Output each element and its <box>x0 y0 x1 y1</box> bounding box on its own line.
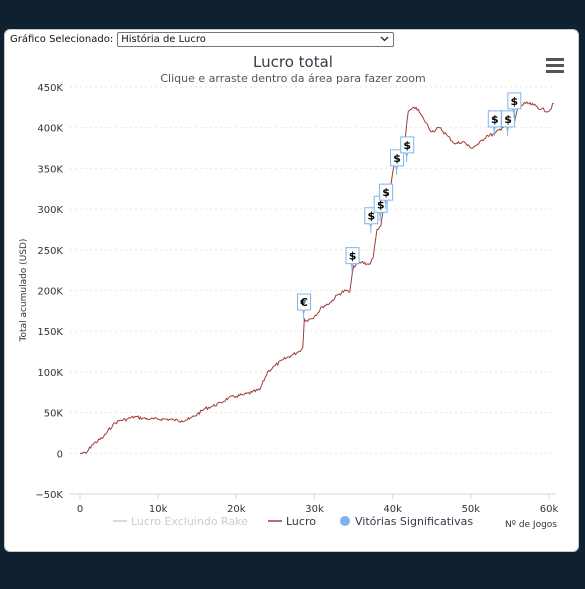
flag-marker-7[interactable]: $ <box>487 110 502 136</box>
flag-label-2: $ <box>367 210 375 223</box>
flag-shape-8 <box>501 110 516 136</box>
y-tick-label-2: 50K <box>44 409 64 420</box>
top-background <box>0 0 585 28</box>
x-tick-labels: 0 10k 20k 30k 40k 50k 60k <box>77 494 559 515</box>
legend-label-lucro-excluindo-rake: Lucro Excluindo Rake <box>131 515 248 528</box>
y-tick-label-0: −50K <box>35 490 63 501</box>
flag-label-3: $ <box>377 198 385 211</box>
flag-shape-1 <box>345 247 360 273</box>
flags-significant-wins[interactable]: €$$$$$$$ $$ <box>297 92 522 319</box>
chart-title: Lucro total <box>253 53 333 71</box>
flag-shape-0 <box>297 293 312 319</box>
flag-shape-4 <box>379 183 394 210</box>
y-tick-label-8: 350K <box>37 164 63 175</box>
flag-marker-1[interactable]: $ <box>345 247 360 273</box>
y-tick-label-9: 400K <box>37 124 63 135</box>
x-tick-label-2: 20k <box>227 504 246 515</box>
legend-item-vitorias-significativas[interactable]: Vitórias Significativas <box>340 515 473 528</box>
grid-lines <box>70 86 556 454</box>
series-lucro-line <box>80 101 554 455</box>
legend-label-vitorias-significativas: Vitórias Significativas <box>355 515 473 528</box>
chart-subtitle: Clique e arraste dentro da área para faz… <box>160 72 425 85</box>
y-tick-labels: −50K 0 50K 100K 150K 200K 250K 300K 350K 400K 450K <box>35 83 63 501</box>
flag-label-8: $ <box>504 113 512 126</box>
x-tick-label-4: 40k <box>383 504 402 515</box>
y-tick-label-1: 0 <box>57 449 63 460</box>
x-tick-label-3: 30k <box>305 504 324 515</box>
y-tick-label-4: 150K <box>37 327 63 338</box>
chart-selector-label: Gráfico Selecionado: <box>10 33 114 45</box>
chart-selector-row: Gráfico Selecionado: História de Lucro <box>10 31 395 47</box>
y-tick-label-3: 100K <box>37 368 63 379</box>
chart-select[interactable]: História de Lucro <box>117 31 395 47</box>
flag-label-1: $ <box>349 250 357 263</box>
x-tick-label-1: 10k <box>149 504 168 515</box>
legend: Lucro Excluindo Rake Lucro Vitórias Sign… <box>113 515 473 528</box>
flag-marker-4[interactable]: $ <box>379 183 394 210</box>
x-axis-title: Nº de Jogos <box>505 520 557 530</box>
flag-label-9: $ <box>510 95 518 108</box>
chart-select-value: História de Lucro <box>121 33 206 45</box>
y-tick-label-7: 300K <box>37 205 63 216</box>
legend-item-lucro-excluindo-rake[interactable]: Lucro Excluindo Rake <box>113 515 248 528</box>
y-tick-label-5: 200K <box>37 287 63 298</box>
flag-marker-6[interactable]: $ <box>400 136 415 162</box>
flag-label-6: $ <box>403 139 411 152</box>
flag-shape-9 <box>507 92 522 118</box>
x-tick-label-5: 50k <box>462 504 481 515</box>
x-tick-label-0: 0 <box>77 504 83 515</box>
menu-icon[interactable] <box>546 58 564 73</box>
flag-label-0: € <box>299 296 308 309</box>
flag-label-7: $ <box>491 113 499 126</box>
flag-label-4: $ <box>382 186 390 199</box>
x-tick-label-6: 60k <box>540 504 559 515</box>
flag-marker-8[interactable]: $ <box>501 110 516 136</box>
flag-marker-0[interactable]: € <box>297 293 312 319</box>
flag-shape-6 <box>400 136 415 162</box>
chevron-down-icon <box>380 36 389 42</box>
y-tick-label-10: 450K <box>37 83 63 94</box>
legend-marker-circle-icon <box>340 516 350 526</box>
legend-label-lucro: Lucro <box>286 515 316 528</box>
legend-item-lucro[interactable]: Lucro <box>268 515 316 528</box>
flag-label-5: $ <box>393 152 401 165</box>
y-tick-label-6: 250K <box>37 246 63 257</box>
flag-marker-9[interactable]: $ <box>507 92 522 118</box>
y-axis-title: Total acumulado (USD) <box>19 239 29 343</box>
